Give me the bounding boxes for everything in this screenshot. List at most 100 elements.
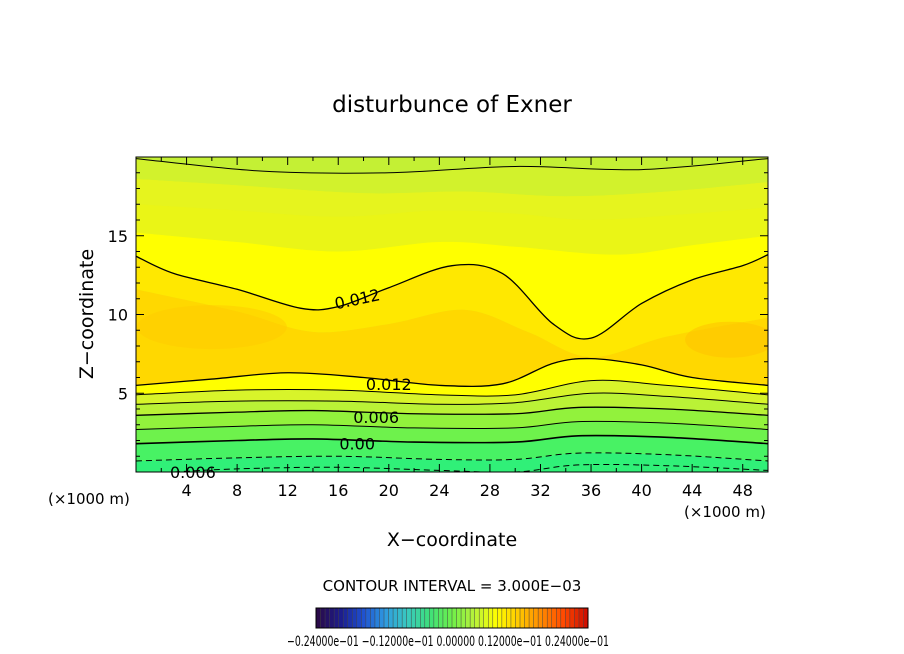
colorbar-cell (529, 608, 535, 628)
colorbar-cell (515, 608, 521, 628)
colorbar-cell (569, 608, 575, 628)
x-tick-label: 12 (278, 481, 298, 500)
x-tick-label: 4 (181, 481, 191, 500)
colorbar-cell (420, 608, 426, 628)
y-axis-label: Z−coordinate (76, 249, 98, 379)
colorbar-cell (510, 608, 516, 628)
contour-line-1 (136, 254, 768, 340)
contour-band-6 (136, 289, 768, 387)
colorbar-cell (560, 608, 566, 628)
contour-line-4 (136, 392, 768, 405)
colorbar-cell (402, 608, 408, 628)
colorbar-cell (365, 608, 371, 628)
colorbar-cell (388, 608, 394, 628)
x-tick-label: 16 (328, 481, 348, 500)
colorbar-cell (433, 608, 439, 628)
y-tick-label: 15 (108, 227, 128, 246)
colorbar-cell (393, 608, 399, 628)
x-tick-label: 36 (581, 481, 601, 500)
contour-line-5 (136, 406, 768, 416)
colorbar-cell (384, 608, 390, 628)
warm-spot-right (685, 321, 768, 358)
contour-band-5 (136, 254, 768, 358)
colorbar-cell (325, 608, 331, 628)
x-axis: 4 8 12 16 20 24 28 32 36 40 44 48 (160, 157, 753, 500)
x-tick-label: 28 (480, 481, 500, 500)
colorbar-cell (316, 608, 322, 628)
colorbar-cell (551, 608, 557, 628)
x-tick-label: 48 (733, 481, 753, 500)
colorbar-cell (556, 608, 562, 628)
colorbar-cell (438, 608, 444, 628)
colorbar-cell (538, 608, 544, 628)
colorbar-cell (424, 608, 430, 628)
colorbar-cell (343, 608, 349, 628)
contour-interval-text: CONTOUR INTERVAL = 3.000E−03 (323, 577, 582, 595)
colorbar-cell (411, 608, 417, 628)
x-unit-right: (×1000 m) (684, 503, 766, 521)
colorbar-cell (456, 608, 462, 628)
colorbar-cell (347, 608, 353, 628)
contour-band-7 (136, 358, 768, 397)
colorbar (315, 607, 589, 629)
colorbar-cell (542, 608, 548, 628)
colorbar-cell (488, 608, 494, 628)
contour-line-7 (136, 434, 768, 445)
contour-fills (136, 157, 768, 472)
colorbar-cell (474, 608, 480, 628)
chart-title: disturbunce of Exner (332, 92, 572, 118)
colorbar-cell (415, 608, 421, 628)
x-tick-label: 24 (429, 481, 449, 500)
contour-band-3 (136, 204, 768, 255)
contour-band-9 (136, 392, 768, 416)
contour-line-0 (136, 158, 768, 174)
colorbar-cell (379, 608, 385, 628)
y-tick-label: 5 (118, 384, 128, 403)
colorbar-cell (352, 608, 358, 628)
colorbar-cell (429, 608, 435, 628)
colorbar-cell (442, 608, 448, 628)
colorbar-cell (406, 608, 412, 628)
y-tick-label: 10 (108, 306, 128, 325)
x-tick-label: 32 (530, 481, 550, 500)
colorbar-cell (578, 608, 584, 628)
contour-band-12 (136, 435, 768, 461)
y-axis: 5 10 15 (108, 172, 768, 457)
contour-band-11 (136, 421, 768, 444)
colorbar-cell (370, 608, 376, 628)
colorbar-cell (465, 608, 471, 628)
contour-line-2 (136, 357, 768, 388)
contour-band-1 (136, 158, 768, 197)
colorbar-cell (320, 608, 326, 628)
colorbar-cell (452, 608, 458, 628)
colorbar-tick-text: −0.24000e−01 −0.12000e−01 0.00000 0.1200… (287, 634, 609, 650)
colorbar-cell (501, 608, 507, 628)
x-tick-label: 40 (631, 481, 651, 500)
colorbar-cell (479, 608, 485, 628)
warm-spot-left (136, 305, 287, 350)
colorbar-cell (361, 608, 367, 628)
colorbar-cell (483, 608, 489, 628)
colorbar-cell (374, 608, 380, 628)
contour-band-8 (136, 380, 768, 405)
colorbar-cell (547, 608, 553, 628)
colorbar-cell (565, 608, 571, 628)
colorbar-cell (461, 608, 467, 628)
x-tick-label: 8 (232, 481, 242, 500)
colorbar-cell (497, 608, 503, 628)
colorbar-cell (524, 608, 530, 628)
x-axis-label: X−coordinate (387, 529, 517, 551)
contour-label: 0.00 (339, 435, 375, 454)
contour-line-8 (136, 452, 768, 462)
x-tick-label: 44 (682, 481, 702, 500)
colorbar-cell (492, 608, 498, 628)
contour-band-10 (136, 407, 768, 430)
colorbar-cell (356, 608, 362, 628)
colorbar-cell (334, 608, 340, 628)
contour-label: 0.006 (353, 408, 399, 427)
contour-band-2 (136, 179, 768, 220)
colorbar-frame (315, 607, 589, 629)
colorbar-cell (533, 608, 539, 628)
